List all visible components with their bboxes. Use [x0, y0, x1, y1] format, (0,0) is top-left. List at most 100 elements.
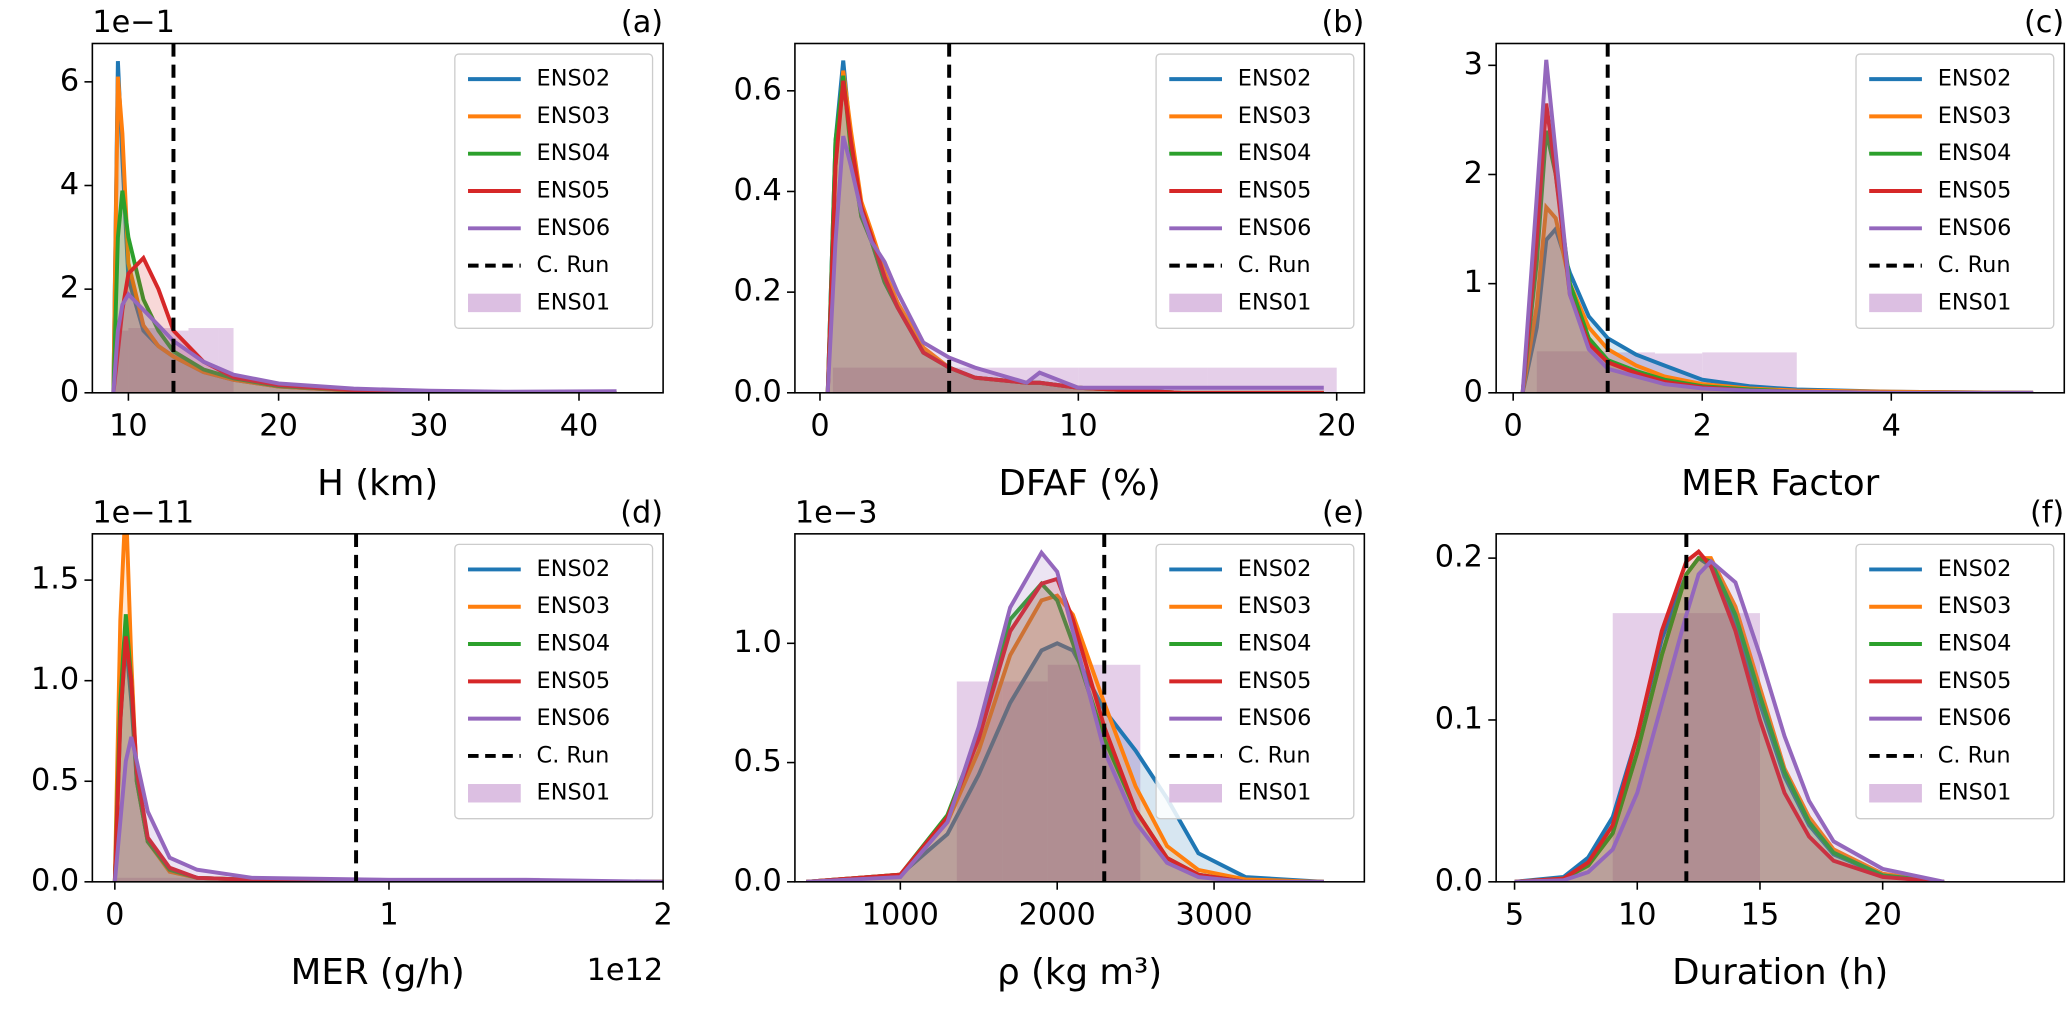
panel-label: (a) [621, 5, 663, 40]
y-tick-label: 0.2 [1435, 540, 1483, 575]
y-offset-text: 1e−3 [795, 496, 878, 531]
y-tick-label: 4 [60, 167, 79, 202]
legend-label: C. Run [1938, 742, 2011, 768]
y-tick-label: 0.0 [1435, 863, 1483, 898]
legend-label: ENS03 [1238, 103, 1312, 129]
panel-label: (f) [2030, 496, 2064, 531]
legend-label: ENS04 [1238, 631, 1312, 657]
plot-area [111, 43, 617, 393]
legend-label: ENS06 [537, 215, 611, 241]
legend-label: ENS01 [1238, 780, 1312, 806]
legend-label: ENS04 [1938, 631, 2012, 657]
y-offset-text: 1e−11 [92, 496, 194, 531]
legend-label: ENS01 [1238, 289, 1312, 315]
y-tick-label: 0.6 [734, 72, 782, 107]
legend-label: ENS05 [1938, 177, 2012, 203]
axes-frame [794, 533, 1366, 883]
legend-box [454, 543, 654, 820]
legend-label: ENS02 [1238, 556, 1312, 582]
legend-label: ENS03 [537, 103, 611, 129]
legend-label: ENS05 [537, 177, 611, 203]
x-tick-label: 15 [1741, 898, 1780, 933]
x-offset-text: 1e12 [587, 953, 663, 988]
legend-label: ENS05 [1238, 177, 1312, 203]
y-tick-label: 0.0 [31, 863, 79, 898]
legend-label: C. Run [537, 252, 610, 278]
y-tick-label: 3 [1464, 47, 1483, 82]
density-curve [1514, 548, 1945, 882]
legend-label: ENS04 [537, 631, 611, 657]
legend-label: ENS04 [1238, 140, 1312, 166]
legend-swatch [1869, 784, 1922, 803]
x-tick-label: 1 [379, 898, 398, 933]
y-tick-label: 0.5 [734, 744, 782, 779]
legend-label: ENS01 [1938, 780, 2012, 806]
legend-label: ENS01 [1938, 289, 2012, 315]
legend-label: ENS03 [1238, 593, 1312, 619]
legend-box [1155, 543, 1355, 820]
panel-label: (c) [2024, 5, 2064, 40]
density-curve [1514, 558, 1945, 882]
x-axis-label: MER Factor [1681, 463, 1879, 504]
legend-label: ENS05 [537, 668, 611, 694]
y-tick-label: 0.1 [1435, 701, 1483, 736]
panel-label: (d) [620, 496, 663, 531]
x-axis-label: DFAF (%) [998, 463, 1160, 504]
legend-swatch [1169, 293, 1222, 313]
panel: 10 20 30 40 0 2 4 6 H (km) (a) 1e−1 ENS02 ENS03 ENS04… [60, 5, 664, 504]
y-tick-label: 0.5 [31, 763, 79, 798]
density-curve [825, 80, 1324, 393]
x-axis-label: H (km) [317, 463, 438, 504]
y-tick-label: 1 [1464, 265, 1483, 300]
y-tick-label: 1.0 [734, 625, 782, 660]
y-offset-text: 1e−1 [92, 5, 175, 40]
legend-box [454, 53, 654, 330]
axes-frame [1495, 42, 2066, 394]
x-tick-label: 3000 [1176, 898, 1253, 933]
histogram-bar [832, 367, 950, 393]
legend-label: C. Run [1238, 742, 1311, 768]
legend-label: ENS05 [1938, 668, 2012, 694]
x-tick-label: 20 [259, 409, 298, 444]
legend-label: ENS06 [1938, 215, 2012, 241]
histogram-bar [188, 328, 204, 393]
legend-label: ENS01 [537, 289, 611, 315]
axes-frame [1495, 533, 2066, 883]
x-axis-label: MER (g/h) [291, 952, 465, 993]
legend-label: ENS02 [1938, 66, 2012, 92]
density-curve [806, 641, 1325, 882]
y-tick-label: 0 [1464, 374, 1483, 409]
density-curve [111, 291, 617, 393]
axes-frame [91, 42, 664, 394]
legend-swatch [468, 784, 521, 803]
panel-label: (b) [1321, 5, 1364, 40]
x-tick-label: 30 [410, 409, 449, 444]
legend-label: ENS02 [1938, 556, 2012, 582]
x-tick-label: 2 [1693, 409, 1712, 444]
legend-swatch [1169, 784, 1222, 803]
legend-label: ENS03 [1938, 103, 2012, 129]
y-tick-label: 0.2 [734, 274, 782, 309]
plot-area [112, 533, 664, 882]
x-tick-label: 0 [105, 898, 124, 933]
legend-label: ENS04 [1938, 140, 2012, 166]
legend-swatch [468, 293, 521, 313]
panel: 0 1 2 0.0 0.5 1.0 1.5 MER (g/h) (d) 1e−11 1e12 ENS0… [31, 496, 673, 994]
histogram-bar [128, 328, 144, 393]
panel: 5 10 15 20 0.0 0.1 0.2 Duration (h) (f) ENS02 ENS0… [1435, 496, 2066, 993]
y-tick-label: 2 [60, 271, 79, 306]
y-tick-label: 0.4 [734, 173, 782, 208]
panel: 0 10 20 0.0 0.2 0.4 0.6 DFAF (%) (b) ENS02 ENS03 EN… [734, 5, 1366, 504]
y-tick-label: 0 [60, 374, 79, 409]
x-tick-label: 5 [1505, 898, 1524, 933]
x-tick-label: 40 [560, 409, 599, 444]
panel: 1000 2000 3000 0.0 0.5 1.0 ρ (kg m³) (e) 1e−3 ENS… [734, 496, 1366, 993]
x-tick-label: 2 [653, 898, 672, 933]
x-axis-label: ρ (kg m³) [997, 952, 1162, 993]
legend-label: ENS03 [537, 593, 611, 619]
x-tick-label: 4 [1882, 409, 1901, 444]
plot-area [1520, 43, 2034, 393]
x-tick-label: 20 [1317, 409, 1356, 444]
